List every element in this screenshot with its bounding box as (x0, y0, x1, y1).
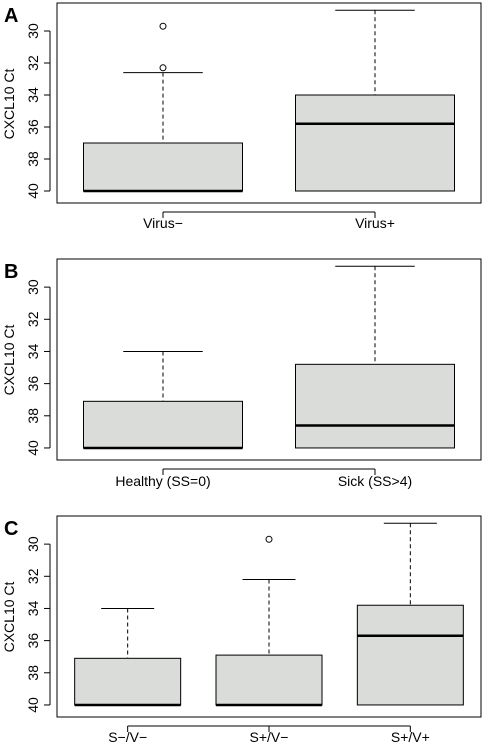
y-tick-label: 30 (25, 23, 41, 39)
y-axis-label: CXCL10 Ct (1, 581, 17, 652)
y-tick-label: 34 (25, 343, 41, 359)
plot-frame (56, 2, 482, 204)
y-tick-label: 38 (25, 408, 41, 424)
outlier-point (159, 22, 167, 30)
y-tick-label: 30 (25, 279, 41, 295)
x-tick-label: Virus+ (355, 215, 395, 231)
plot-frame (56, 258, 482, 461)
y-tick-label: 36 (25, 376, 41, 392)
outlier-point (265, 535, 273, 543)
box-1 (295, 9, 455, 192)
y-tick-label: 40 (25, 697, 41, 713)
box-body (215, 654, 323, 706)
x-tick-label: Virus− (143, 215, 183, 231)
y-tick-label: 32 (25, 55, 41, 71)
x-tick-label: S+/V+ (391, 729, 430, 744)
y-axis-label: CXCL10 Ct (1, 68, 17, 139)
y-axis-label: CXCL10 Ct (1, 324, 17, 395)
box-body (83, 400, 243, 449)
panel-B: B 30 32 34 36 38 40 CXCL10 Ct Healthy (SS=0) Sick… (1, 258, 482, 489)
box-0 (83, 22, 243, 193)
box-1 (215, 535, 323, 707)
panel-label: C (4, 518, 18, 540)
y-tick-label: 40 (25, 440, 41, 456)
box-body (295, 94, 455, 192)
box-body (74, 657, 182, 706)
y-tick-label: 36 (25, 119, 41, 135)
panel-label: B (4, 261, 18, 283)
box-body (356, 604, 464, 706)
panel-C: C 30 32 34 36 38 40 CXCL10 Ct S−/V− S+/V− S+/V+ (1, 515, 482, 745)
plot-frame (56, 515, 482, 718)
box-body (295, 363, 455, 449)
y-tick-label: 40 (25, 183, 41, 199)
box-0 (74, 607, 182, 707)
box-1 (295, 265, 455, 449)
outlier-point (159, 64, 167, 72)
box-2 (356, 522, 464, 706)
x-tick-label: Healthy (SS=0) (115, 473, 210, 489)
x-tick-label: Sick (SS>4) (338, 473, 412, 489)
y-tick-label: 30 (25, 536, 41, 552)
y-tick-label: 38 (25, 665, 41, 681)
y-tick-label: 38 (25, 151, 41, 167)
y-tick-label: 32 (25, 568, 41, 584)
panel-label: A (4, 5, 18, 27)
x-tick-label: S+/V− (250, 729, 289, 744)
y-tick-label: 34 (25, 600, 41, 616)
y-tick-label: 34 (25, 87, 41, 103)
x-tick-label: S−/V− (108, 729, 147, 744)
box-0 (83, 350, 243, 450)
y-tick-label: 36 (25, 633, 41, 649)
y-tick-label: 32 (25, 311, 41, 327)
panel-A: A 30 32 34 36 38 40 CXCL10 Ct Virus− Virus+ (1, 2, 482, 231)
box-body (83, 142, 243, 192)
